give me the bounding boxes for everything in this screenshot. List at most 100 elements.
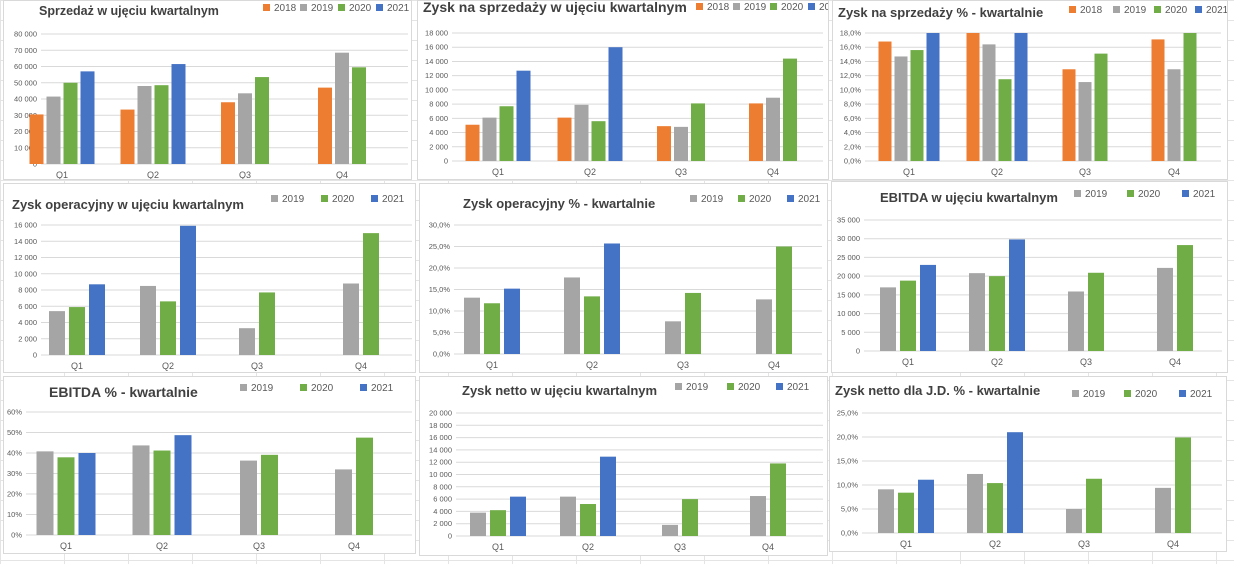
legend-label-2021: 2021 [387,3,410,14]
legend-swatch-2021 [371,195,378,202]
bar-Q4-2020 [352,67,366,164]
bar-Q2-2020 [160,301,176,355]
chart-zysk-operacyjny[interactable]: Zysk operacyjny w ujęciu kwartalnym 2019 2… [3,183,416,373]
legend-label-2019: 2019 [251,383,274,394]
y-tick-label: 8 000 [433,482,452,491]
bar-Q1-2019 [470,512,486,536]
y-tick-label: 35 000 [837,216,860,225]
bar-Q2-2020 [580,504,596,536]
bar-Q3-2020 [682,499,698,536]
legend-swatch-2020 [1154,6,1161,13]
chart-ebitda-pct[interactable]: EBITDA % - kwartalnie 2019 2020 2021 0% 10% 20… [3,376,416,554]
x-tick-label: Q1 [900,539,912,549]
legend-swatch-2021 [360,384,367,391]
y-tick-label: 12 000 [14,253,37,262]
y-tick-label: 60 000 [14,62,37,71]
bar-Q4-2018 [318,87,332,164]
legend-label-2018: 2018 [1080,5,1103,16]
x-tick-label: Q2 [162,361,174,371]
legend-swatch-2021 [1179,390,1186,397]
legend-swatch-2019 [690,195,697,202]
bar-Q3-2019 [1066,509,1082,533]
y-tick-label: 80 000 [14,30,37,39]
legend-label-2019: 2019 [1083,389,1106,400]
chart-title: Zysk na sprzedaży w ujęciu kwartalnym [423,1,687,15]
bar-Q3-2020 [261,454,278,535]
y-tick-label: 4 000 [429,128,448,137]
y-tick-label: 16 000 [429,433,452,442]
legend-swatch-2018 [696,3,703,10]
chart-zysk-netto-jd-pct[interactable]: Zysk netto dla J.D. % - kwartalnie 2019 20… [829,376,1227,552]
chart-ebitda[interactable]: EBITDA w ujęciu kwartalnym 2019 2020 2021 0 5… [831,181,1228,373]
x-tick-label: Q3 [1079,167,1091,177]
bar-Q1-2019 [46,96,61,164]
chart-zysk-na-sprzedazy-pct[interactable]: Zysk na sprzedaży % - kwartalnie 2018 2019… [832,0,1228,180]
bar-Q1-2021 [80,71,95,164]
y-tick-label: 10% [7,510,22,519]
bar-Q4-2019 [343,283,359,355]
bar-Q2-2019 [560,496,576,536]
chart-zysk-na-sprzedazy[interactable]: Zysk na sprzedaży w ujęciu kwartalnym 201… [417,0,829,180]
bar-Q2-2021 [174,435,192,535]
bar-Q3-2019 [662,524,678,536]
y-tick-label: 0% [11,531,22,540]
x-tick-label: Q3 [251,361,263,371]
legend-label-2021: 2021 [787,382,810,393]
legend-swatch-2019 [675,383,682,390]
bar-Q3-2019 [1078,82,1092,161]
chart-zysk-operacyjny-pct[interactable]: Zysk operacyjny % - kwartalnie 2019 2020 20… [419,183,828,373]
x-tick-label: Q1 [903,167,915,177]
legend-swatch-2019 [240,384,247,391]
bar-Q2-2021 [1014,33,1028,161]
x-tick-label: Q4 [1168,167,1180,177]
y-tick-label: 10 000 [429,470,452,479]
chart-title: Zysk netto w ujęciu kwartalnym [462,383,657,398]
chart-title: Zysk operacyjny w ujęciu kwartalnym [12,197,244,212]
legend-label-2020: 2020 [749,194,772,205]
bar-Q2-2018 [966,33,980,161]
bar-Q1-2021 [918,479,934,533]
legend-swatch-2020 [321,195,328,202]
legend-label-2020: 2020 [1135,389,1158,400]
bar-Q1-2019 [464,297,480,354]
chart-zysk-netto[interactable]: Zysk netto w ujęciu kwartalnym 2019 2020 20… [419,376,828,556]
y-tick-label: 2 000 [433,519,452,528]
y-tick-label: 10,0% [840,85,862,94]
bar-Q2-2020 [591,121,606,161]
y-tick-label: 20% [7,490,22,499]
legend-label-2018: 2018 [707,2,730,13]
chart-title: EBITDA % - kwartalnie [49,384,198,400]
y-tick-label: 10,0% [837,481,859,490]
y-tick-label: 25,0% [429,242,451,251]
bar-Q3-2019 [238,93,252,164]
legend-label-2019: 2019 [1124,5,1147,16]
y-tick-label: 15,0% [429,285,451,294]
bar-Q1-2019 [894,56,908,161]
y-tick-label: 0 [444,157,448,166]
bar-Q3-2019 [665,321,681,354]
bar-Q3-2020 [1094,53,1108,161]
y-tick-label: 8,0% [844,100,861,109]
bar-Q2-2020 [154,85,169,164]
y-tick-label: 20,0% [837,433,859,442]
chart-title: Zysk netto dla J.D. % - kwartalnie [835,383,1040,398]
x-tick-label: Q1 [902,357,914,367]
legend-swatch-2020 [338,4,345,11]
bar-Q2-2019 [967,473,983,533]
bar-Q2-2021 [1007,432,1023,533]
y-tick-label: 18 000 [429,421,452,430]
bar-Q1-2020 [484,303,500,354]
y-tick-label: 30 000 [837,234,860,243]
y-tick-label: 10 000 [14,269,37,278]
x-tick-label: Q2 [989,539,1001,549]
legend-label-2021: 2021 [1206,5,1228,16]
bar-Q1-2020 [63,82,78,164]
legend-swatch-2021 [776,383,783,390]
legend-swatch-2020 [1127,190,1134,197]
chart-sprzedaz[interactable]: Sprzedaż w ujęciu kwartalnym 2018 2019 2020… [3,0,412,180]
bar-Q2-2020 [153,450,171,535]
bar-Q4-2020 [356,437,373,535]
legend-swatch-2021 [808,3,815,10]
y-tick-label: 12 000 [425,71,448,80]
bar-Q1-2021 [510,496,526,536]
